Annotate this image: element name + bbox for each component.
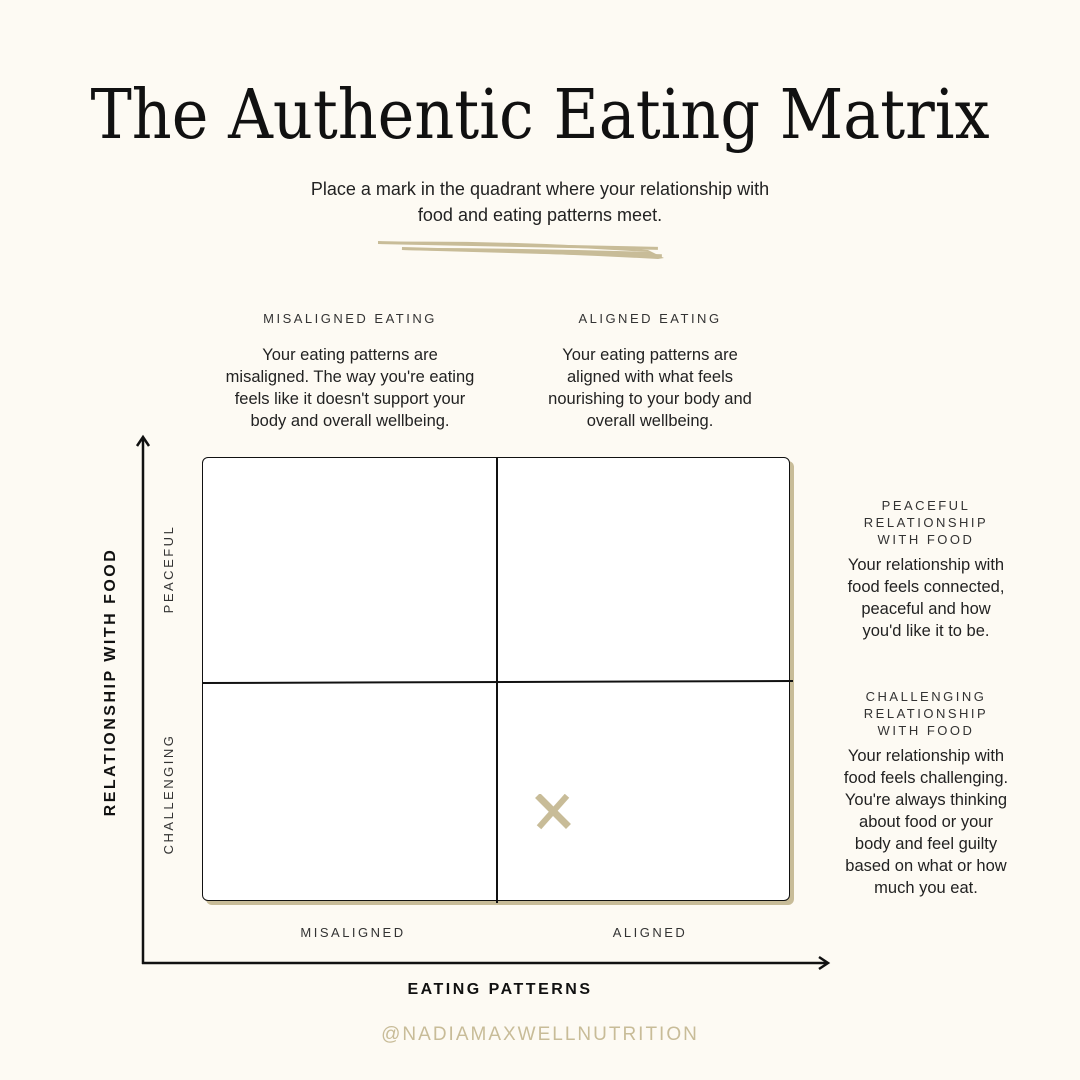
- desc-line: food feels connected,: [847, 578, 1005, 596]
- brush-stroke-divider: [378, 240, 664, 259]
- caption-line: PEACEFUL: [881, 498, 971, 513]
- x-mark-icon: [534, 793, 572, 835]
- caption-line: RELATIONSHIP: [863, 515, 989, 530]
- caption-misaligned-eating: MISALIGNED EATING: [263, 311, 437, 326]
- desc-line: aligned with what feels: [566, 368, 733, 386]
- x-label-misaligned: MISALIGNED: [300, 925, 406, 940]
- desc-line: food feels challenging.: [843, 769, 1009, 787]
- desc-line: misaligned. The way you're eating: [225, 368, 475, 386]
- desc-line: based on what or how: [845, 857, 1007, 875]
- caption-peaceful-relationship: PEACEFUL RELATIONSHIP WITH FOOD: [836, 497, 1016, 548]
- desc-line: you'd like it to be.: [862, 622, 990, 640]
- footer-handle: @NADIAMAXWELLNUTRITION: [381, 1024, 699, 1045]
- desc-line: Your eating patterns are: [562, 346, 738, 364]
- subtitle: Place a mark in the quadrant where your …: [240, 176, 840, 228]
- desc-line: much you eat.: [874, 879, 978, 897]
- subtitle-line: food and eating patterns meet.: [417, 205, 663, 225]
- desc-line: Your eating patterns are: [262, 346, 438, 364]
- y-axis-title: RELATIONSHIP WITH FOOD: [102, 547, 119, 817]
- caption-aligned-eating: ALIGNED EATING: [578, 311, 722, 326]
- caption-line: CHALLENGING: [865, 689, 987, 704]
- desc-misaligned-eating: Your eating patterns are misaligned. The…: [195, 344, 505, 432]
- desc-line: peaceful and how: [861, 600, 991, 618]
- desc-aligned-eating: Your eating patterns are aligned with wh…: [495, 344, 805, 432]
- subtitle-line: Place a mark in the quadrant where your …: [310, 179, 770, 199]
- page-title: The Authentic Eating Matrix: [90, 74, 990, 155]
- desc-line: You're always thinking: [844, 791, 1008, 809]
- desc-line: body and feel guilty: [854, 835, 998, 853]
- y-arrow-icon: [135, 434, 151, 447]
- x-arrow-icon: [818, 955, 831, 971]
- x-label-aligned: ALIGNED: [612, 925, 688, 940]
- desc-challenging-relationship: Your relationship with food feels challe…: [826, 745, 1026, 899]
- caption-line: WITH FOOD: [877, 532, 975, 547]
- caption-challenging-relationship: CHALLENGING RELATIONSHIP WITH FOOD: [836, 688, 1016, 739]
- caption-line: WITH FOOD: [877, 723, 975, 738]
- desc-line: nourishing to your body and: [548, 390, 752, 408]
- desc-line: body and overall wellbeing.: [250, 412, 450, 430]
- desc-line: about food or your: [859, 813, 993, 831]
- y-label-peaceful: PEACEFUL: [161, 524, 176, 614]
- desc-line: Your relationship with: [847, 556, 1005, 574]
- y-label-challenging: CHALLENGING: [161, 733, 176, 855]
- desc-line: feels like it doesn't support your: [234, 390, 466, 408]
- x-axis-title: EATING PATTERNS: [407, 981, 593, 998]
- desc-line: Your relationship with: [847, 747, 1005, 765]
- desc-line: overall wellbeing.: [586, 412, 714, 430]
- caption-line: RELATIONSHIP: [863, 706, 989, 721]
- desc-peaceful-relationship: Your relationship with food feels connec…: [826, 554, 1026, 642]
